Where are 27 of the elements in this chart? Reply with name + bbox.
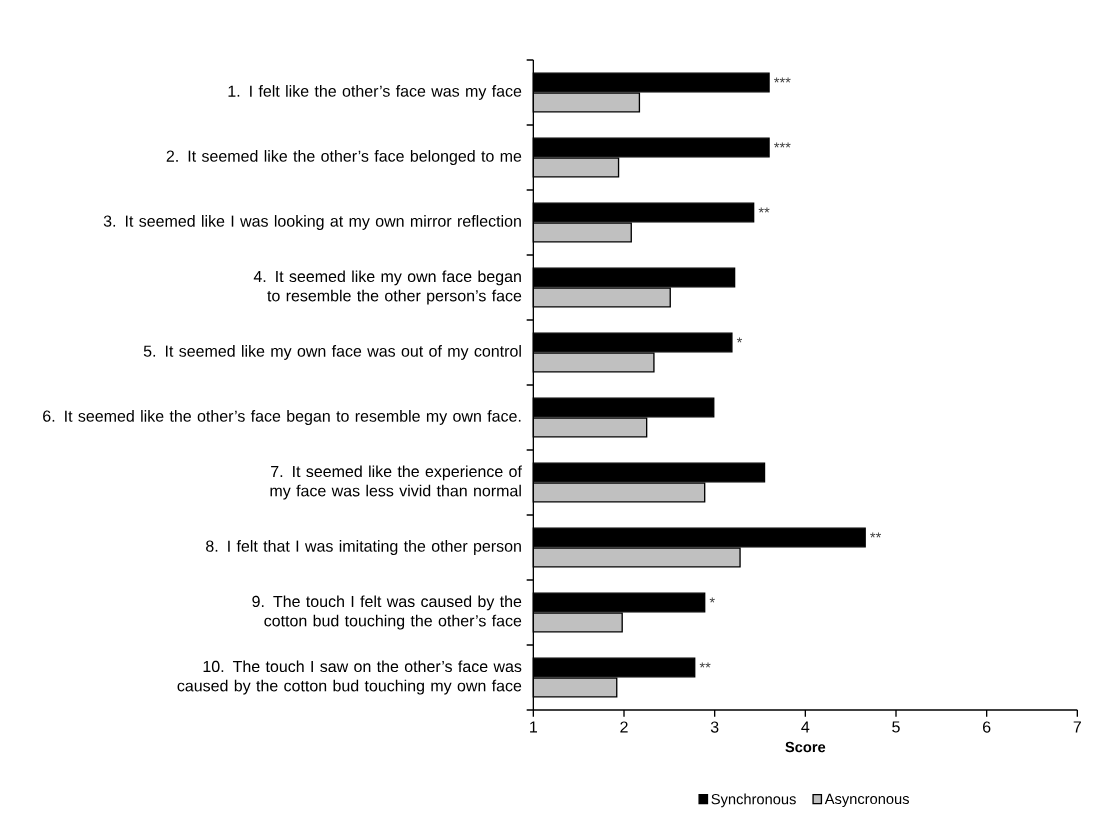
x-tick-label: 7 bbox=[1073, 721, 1081, 733]
annotation: ** bbox=[870, 532, 882, 538]
annotation: * bbox=[736, 337, 743, 343]
x-tick-label: 4 bbox=[801, 721, 810, 733]
x-tick-label: 3 bbox=[710, 721, 719, 733]
y-tick-label: 2. It seemed like the other’s face belonged to me bbox=[166, 150, 522, 165]
y-tick-label: 6. It seemed like the other’s face began to resemble my own face. bbox=[43, 410, 521, 425]
x-tick-label: 2 bbox=[620, 721, 628, 733]
y-tick-label: 8. I felt that I was imitating the other person bbox=[206, 540, 521, 555]
annotation: ** bbox=[699, 662, 711, 668]
x-axis-title: Score bbox=[785, 741, 826, 753]
y-tick-label: 7. It seemed like the experience of my face was less vivid than normal bbox=[270, 465, 522, 500]
legend-label: Synchronous bbox=[711, 793, 796, 808]
y-tick-label: 5. It seemed like my own face was out of my control bbox=[143, 345, 521, 360]
x-tick-label: 1 bbox=[530, 721, 537, 733]
y-tick-label: 9. The touch I felt was caused by the cotton bud touching the other’s face bbox=[252, 595, 522, 630]
x-tick-label: 6 bbox=[983, 721, 991, 733]
y-tick-label: 10. The touch I saw on the other’s face was caused by the cotton bud touching my own face bbox=[177, 660, 522, 695]
annotation: *** bbox=[774, 142, 791, 148]
annotation: *** bbox=[774, 77, 791, 83]
y-tick-label: 3. It seemed like I was looking at my own mirror reflection bbox=[103, 215, 521, 230]
x-tick-label: 5 bbox=[892, 721, 900, 733]
annotation: ** bbox=[758, 207, 770, 213]
annotation: * bbox=[709, 597, 715, 603]
legend-label: Asyncronous bbox=[824, 793, 909, 807]
y-tick-label: 4. It seemed like my own face began to resemble the other person’s face bbox=[253, 270, 522, 305]
y-tick-label: 1. I felt like the other’s face was my face bbox=[228, 85, 522, 100]
